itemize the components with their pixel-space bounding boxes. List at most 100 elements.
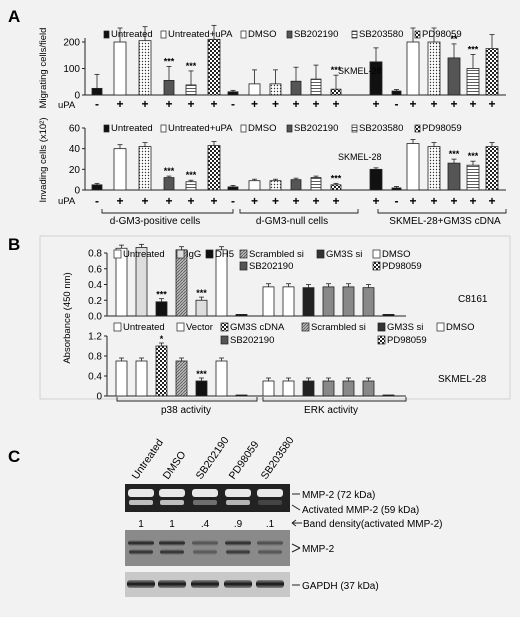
bar xyxy=(235,314,248,317)
band-density-value: .9 xyxy=(234,519,243,530)
band-mmp2-upper xyxy=(225,540,251,546)
bar xyxy=(391,89,402,96)
bar-rect xyxy=(391,187,402,191)
y-axis-label: Invading cells (x10²) xyxy=(38,117,49,202)
band-activated-mmp2 xyxy=(160,500,184,505)
group-d-gm3-positive-cells: *** *** xyxy=(91,141,221,191)
significance-stars: *** xyxy=(331,173,342,183)
upa-sign: - xyxy=(231,194,235,208)
legend-label: Untreated+uPA xyxy=(168,29,233,40)
legend-label: SB203580 xyxy=(359,29,403,40)
bar xyxy=(427,27,441,96)
significance-stars: *** xyxy=(449,149,460,159)
bar xyxy=(310,64,322,96)
band-density-value: .1 xyxy=(266,519,275,530)
group-skmel-28-gm3s-cdna: *** *** xyxy=(369,139,499,191)
y-tick-label: 0 xyxy=(74,186,80,197)
legend-item-scrambled-si: Scrambled si xyxy=(301,322,366,333)
bar xyxy=(138,142,152,191)
bar-rect xyxy=(195,380,208,397)
legend-item-igg: IgG xyxy=(176,249,201,260)
bar xyxy=(322,377,335,397)
legend-swatch xyxy=(351,30,358,39)
band-mmp2-lower xyxy=(129,549,153,555)
bar-rect xyxy=(466,164,480,191)
band-activated-mmp2 xyxy=(226,500,250,505)
bar xyxy=(290,66,302,96)
legend-item-dh5: DH5 xyxy=(205,249,234,260)
band-mmp2-72 xyxy=(192,489,218,497)
upa-sign: + xyxy=(469,194,476,208)
upa-sign: + xyxy=(141,97,148,111)
bar xyxy=(290,177,302,191)
group-skmel-28-gm3s-cdna: ***** xyxy=(369,27,499,96)
bar xyxy=(485,142,499,191)
legend-swatch xyxy=(414,124,421,133)
legend-item-untreated: Untreated xyxy=(103,123,153,134)
significance-stars: *** xyxy=(196,369,207,379)
bar-rect xyxy=(91,87,103,96)
bar-rect xyxy=(382,314,395,317)
bar-rect xyxy=(207,38,221,96)
upa-sign: + xyxy=(116,194,123,208)
bracket-d-gm3-null xyxy=(239,209,359,214)
bar xyxy=(369,167,383,191)
significance-stars: ** xyxy=(450,34,458,44)
y-tick-label: 200 xyxy=(63,38,80,49)
y-tick-label: 0.4 xyxy=(88,372,102,383)
upa-sign: + xyxy=(488,97,495,111)
bar-rect xyxy=(369,168,383,191)
bracket-erk xyxy=(262,397,407,402)
bar-rect xyxy=(91,184,103,191)
y-tick-label: 60 xyxy=(69,124,81,135)
legend-swatch xyxy=(414,30,421,39)
bar xyxy=(466,160,480,191)
bracket-skmel-gm3s xyxy=(377,209,507,214)
bar-rect xyxy=(135,360,148,397)
bar-rect xyxy=(302,380,315,397)
bar xyxy=(195,296,208,317)
bar xyxy=(227,89,239,96)
y-tick-label: 40 xyxy=(69,144,81,155)
upa-sign: - xyxy=(395,97,399,111)
significance-stars: *** xyxy=(468,151,479,161)
bar xyxy=(113,144,127,191)
legend-item-gm3s-si: GM3S si xyxy=(316,249,362,260)
panel-label-a: A xyxy=(8,7,20,26)
upa-sign: + xyxy=(332,97,339,111)
y-tick-label: 0.8 xyxy=(88,249,102,260)
bar-rect xyxy=(155,301,168,317)
legend-item-untreated: Untreated xyxy=(113,322,165,333)
bar xyxy=(269,69,282,96)
bar xyxy=(362,377,375,397)
bar xyxy=(248,69,261,96)
legend-label: Vector xyxy=(186,322,213,333)
bar-rect xyxy=(362,287,375,317)
group-d-gm3-positive-cells: *** *** xyxy=(91,24,221,96)
bar-rect xyxy=(427,41,441,96)
y-tick-label: 0.0 xyxy=(88,312,102,323)
upa-sign: + xyxy=(450,194,457,208)
label-line-mmp2-b xyxy=(291,547,301,553)
bar-rect xyxy=(466,68,480,96)
panel-b-skmel28-chart: 00.40.81.2 **** Untreated Vector GM3S cDNA… xyxy=(88,322,487,416)
upa-sign: + xyxy=(251,194,258,208)
bar-rect xyxy=(262,380,275,397)
group-brackets: d-GM3-positive cells d-GM3-null cells SK… xyxy=(101,209,507,227)
bar xyxy=(282,283,295,317)
upa-sign: - xyxy=(395,194,399,208)
label-band-density: Band density(activated MMP-2) xyxy=(303,519,443,530)
band-mmp2-upper xyxy=(257,540,283,546)
bar-rect xyxy=(269,180,282,191)
blot-strip-mmp2 xyxy=(125,530,290,566)
legend-swatch xyxy=(220,322,229,332)
upa-sign: + xyxy=(116,97,123,111)
band-gapdh xyxy=(127,580,155,588)
inline-label-skmel28: SKMEL-28 xyxy=(338,66,382,76)
bar xyxy=(135,357,148,397)
legend-swatch xyxy=(220,335,229,345)
bar xyxy=(330,74,342,96)
bar xyxy=(382,314,395,317)
legend-item-untreated: Untreated xyxy=(113,249,165,260)
